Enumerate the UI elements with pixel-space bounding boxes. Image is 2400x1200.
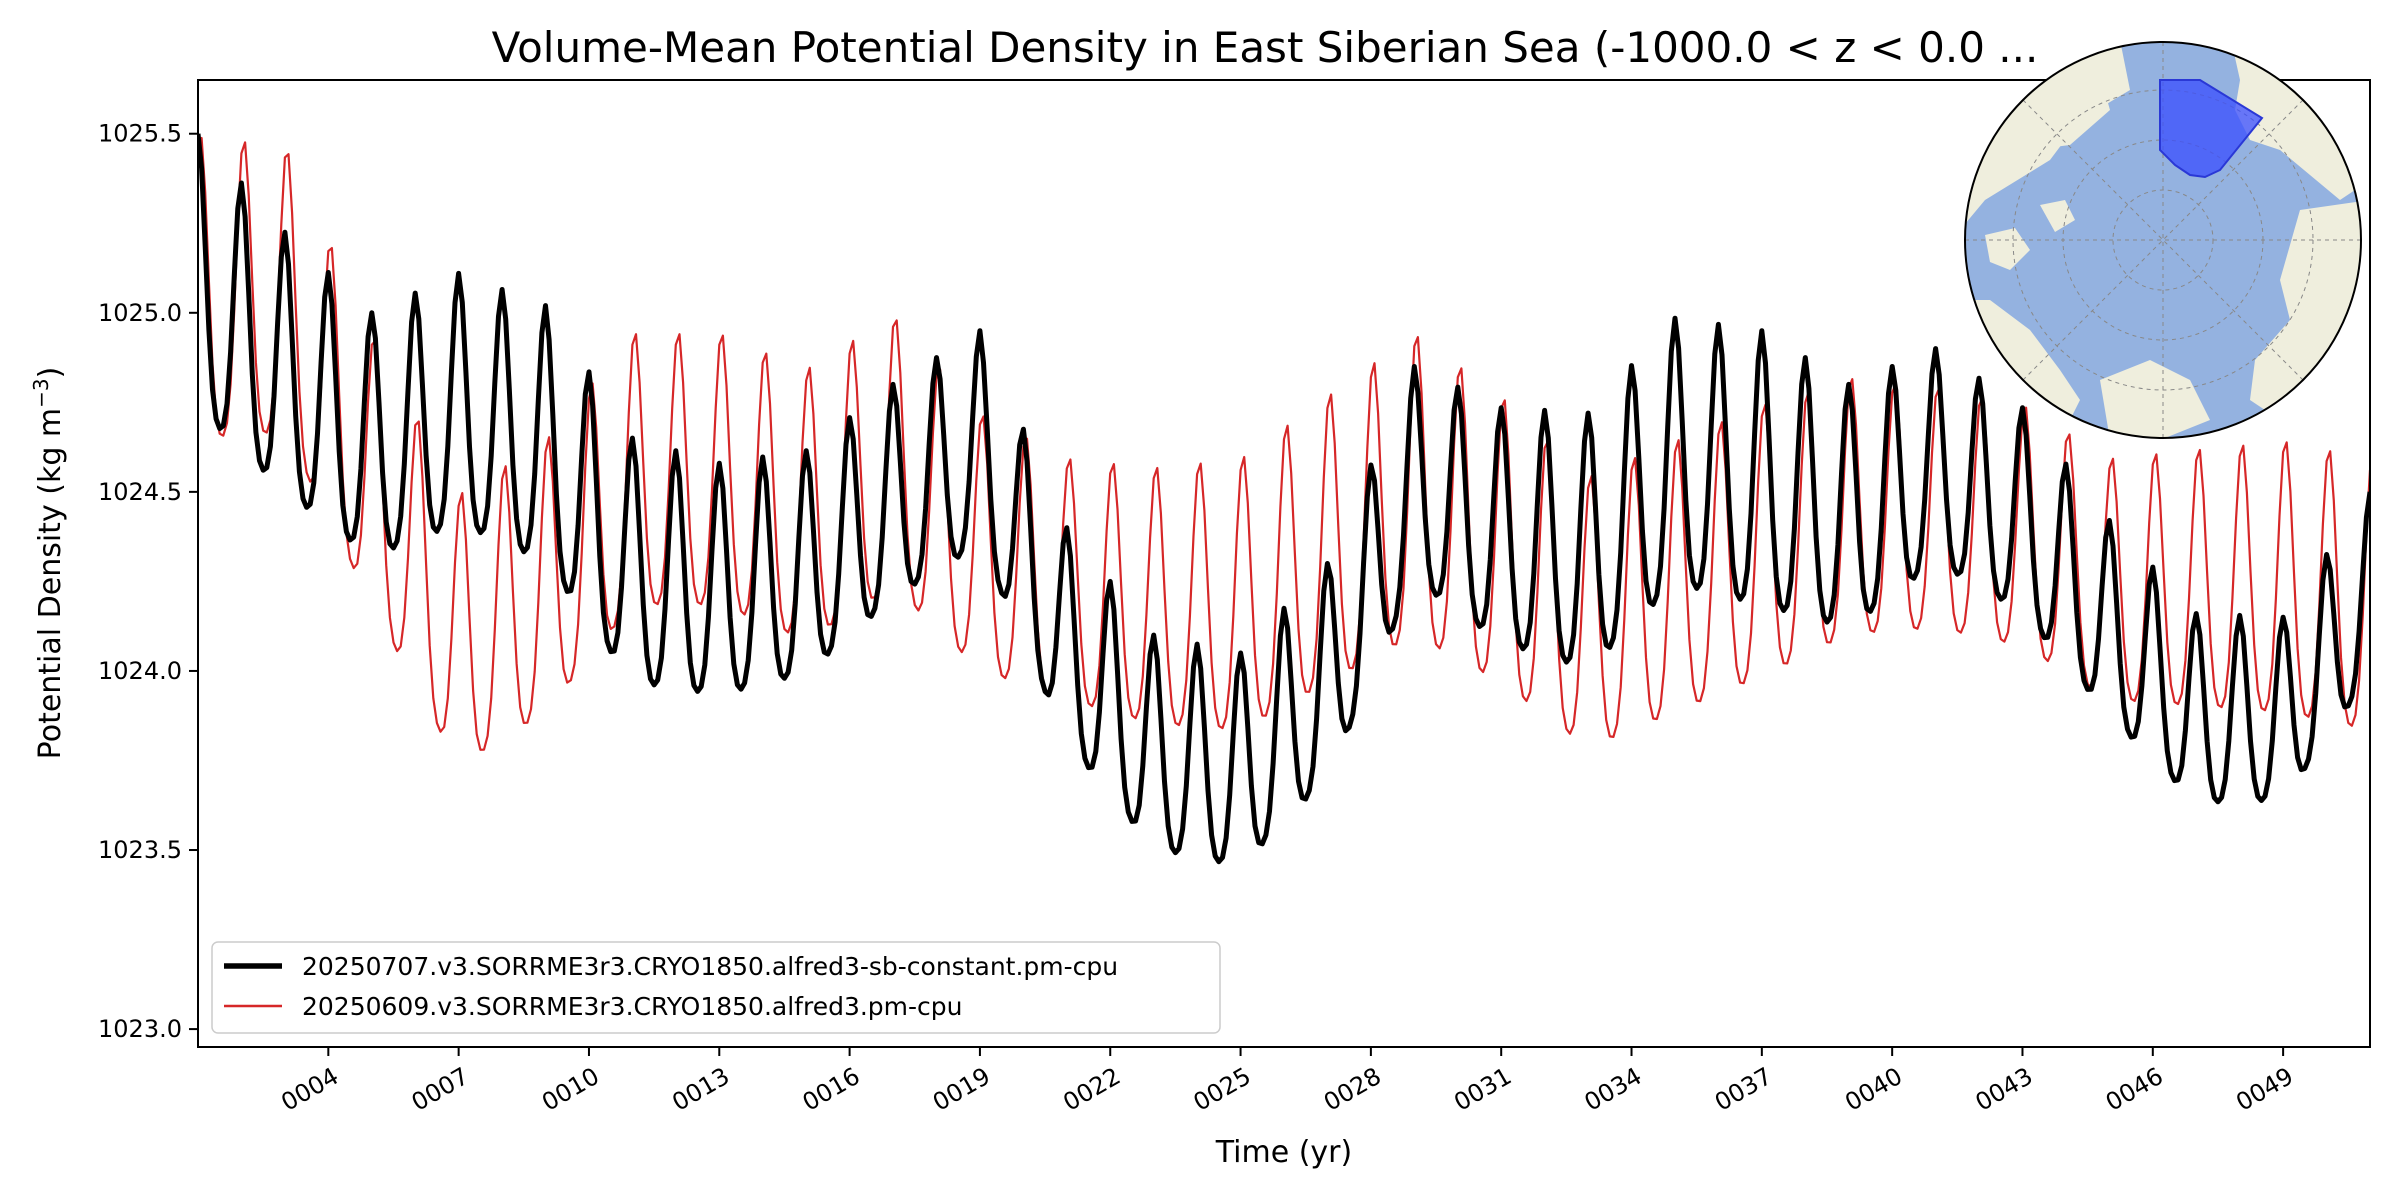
legend-box — [211, 941, 1221, 1034]
x-tick-label: 0031 — [1449, 1062, 1516, 1117]
y-axis-title-superscript: −3 — [29, 378, 53, 407]
land-europe — [2100, 360, 2210, 438]
x-tick-label: 0013 — [667, 1062, 734, 1117]
x-tick-label: 0043 — [1971, 1062, 2038, 1117]
x-tick-label: 0019 — [928, 1062, 995, 1117]
land-island-1 — [1985, 228, 2030, 270]
series-line-sb-constant — [198, 133, 2370, 865]
plot-area — [197, 79, 2371, 1048]
y-axis-title: Potential Density (kg m−3) — [29, 367, 68, 760]
x-axis: 0004 0007 0010 0013 0016 0019 0022 0025 0028 0031… — [276, 1047, 2298, 1117]
series-line-alfred3 — [198, 136, 2370, 751]
x-tick-label: 0034 — [1580, 1062, 1647, 1117]
y-tick-label: 1024.0 — [98, 657, 182, 685]
x-tick-label: 0016 — [798, 1062, 865, 1117]
y-tick-label: 1025.0 — [98, 299, 182, 327]
x-tick-label: 0028 — [1319, 1062, 1386, 1117]
x-tick-label: 0007 — [407, 1062, 474, 1117]
legend-label-series-2: 20250609.v3.SORRME3r3.CRYO1850.alfred3.p… — [302, 992, 963, 1021]
map-border — [1964, 41, 2362, 439]
legend: 20250707.v3.SORRME3r3.CRYO1850.alfred3-s… — [211, 941, 1221, 1034]
y-tick-label: 1023.0 — [98, 1015, 182, 1043]
land-island-2 — [2040, 200, 2075, 232]
inset-polar-map — [1964, 41, 2362, 439]
x-tick-label: 0040 — [1840, 1062, 1907, 1117]
region-east-siberian-sea — [2159, 79, 2264, 179]
x-tick-label: 0010 — [537, 1062, 604, 1117]
y-tick-label: 1024.5 — [98, 478, 182, 506]
y-axis-title-main: Potential Density (kg m — [33, 408, 68, 759]
y-tick-label: 1023.5 — [98, 836, 182, 864]
y-axis: 1023.0 1023.5 1024.0 1024.5 1025.0 1025.5 — [98, 120, 198, 1043]
x-tick-label: 0022 — [1058, 1062, 1125, 1117]
series-layer — [198, 133, 2370, 865]
x-tick-label: 0037 — [1710, 1062, 1777, 1117]
chart-title: Volume-Mean Potential Density in East Si… — [492, 23, 2039, 72]
x-tick-label: 0004 — [276, 1062, 343, 1117]
x-tick-label: 0049 — [2231, 1062, 2298, 1117]
y-tick-label: 1025.5 — [98, 120, 182, 148]
y-axis-title-end: ) — [33, 367, 68, 379]
axes-frame — [197, 79, 2371, 1048]
x-axis-title: Time (yr) — [1215, 1135, 1352, 1170]
x-tick-label: 0046 — [2101, 1062, 2168, 1117]
x-tick-label: 0025 — [1189, 1062, 1256, 1117]
map-graticule — [1965, 42, 2361, 438]
legend-label-series-1: 20250707.v3.SORRME3r3.CRYO1850.alfred3-s… — [302, 952, 1118, 981]
